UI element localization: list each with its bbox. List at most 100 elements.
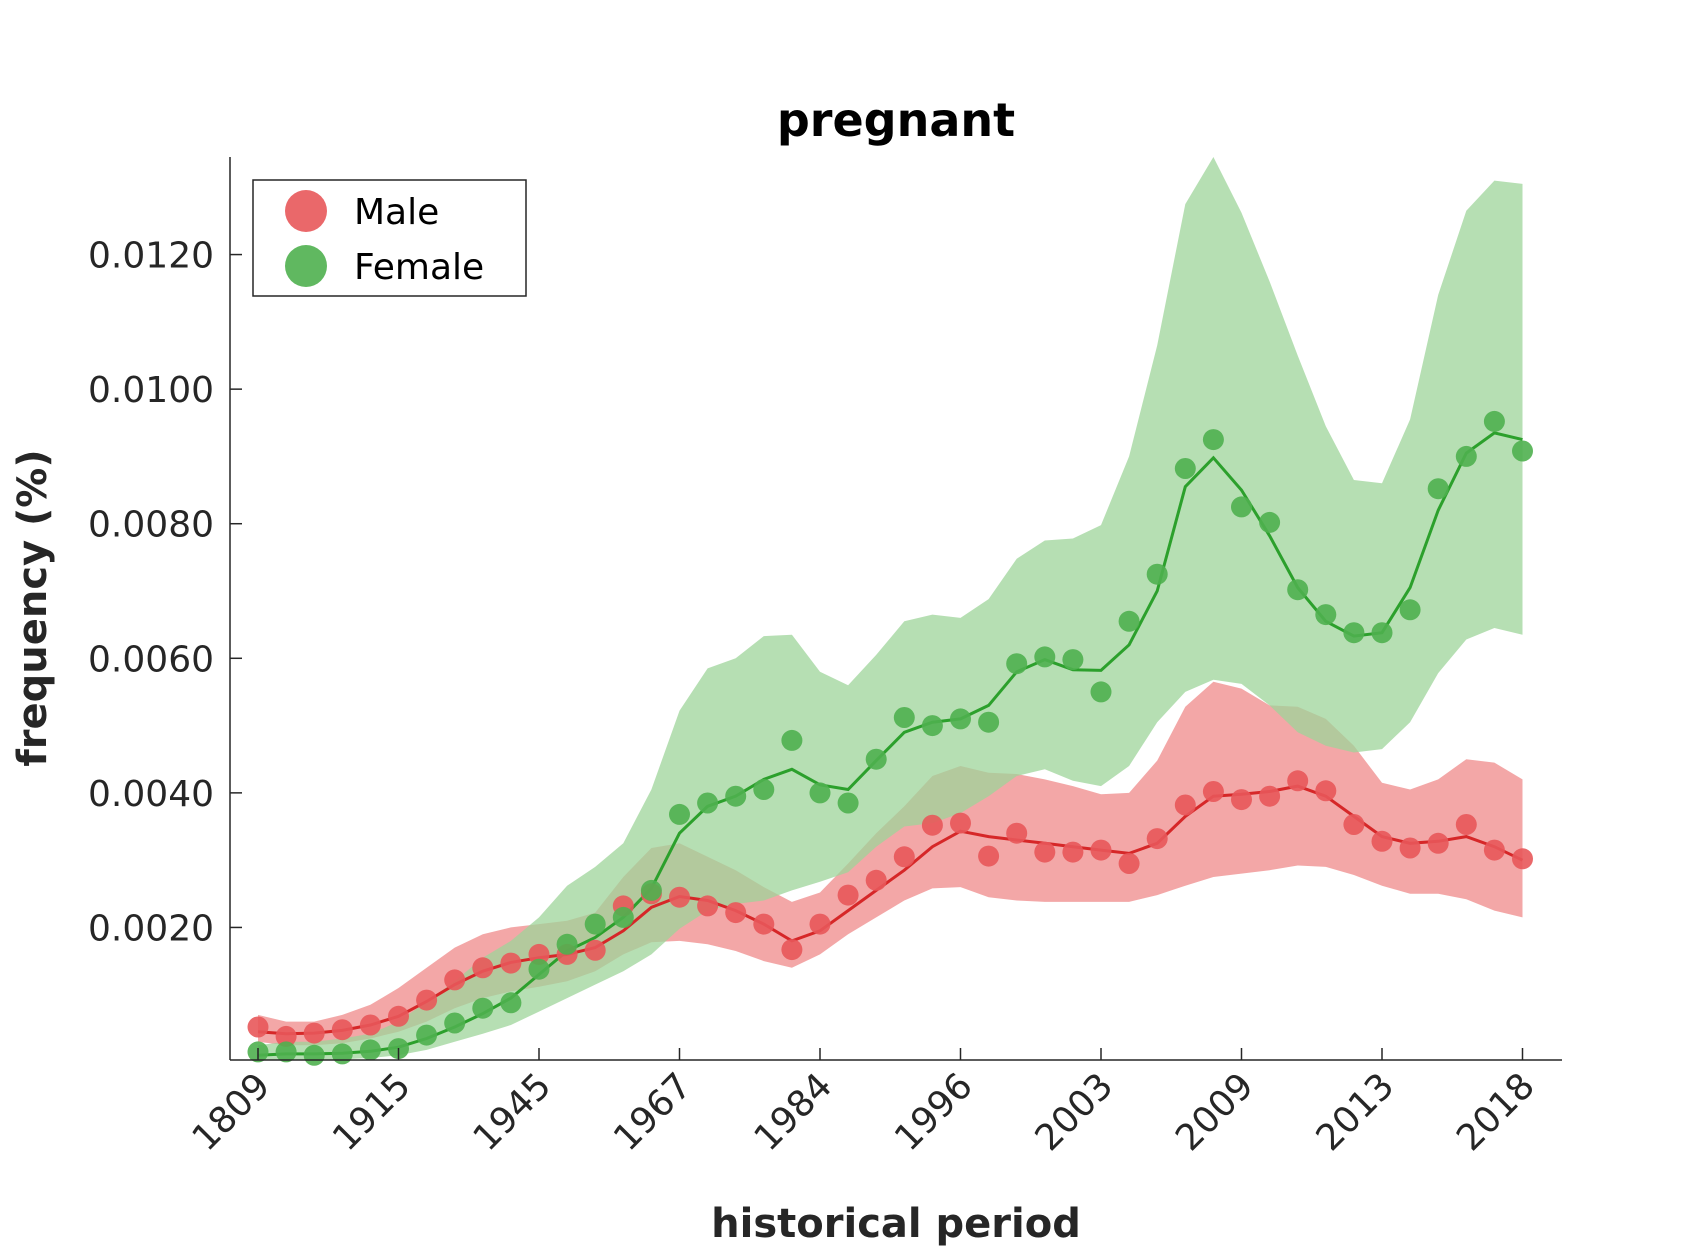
x-tick-label: 1945 (466, 1065, 560, 1159)
female-data-point (978, 711, 1000, 733)
axes (229, 157, 1562, 1061)
female-data-point (1371, 622, 1393, 644)
legend-marker-female (285, 245, 327, 287)
male-data-point (1118, 853, 1140, 874)
y-tick-label: 0.0080 (88, 505, 214, 546)
male-data-point (416, 989, 438, 1011)
male-data-point (1202, 781, 1224, 802)
female-data-point (1427, 478, 1449, 500)
y-tick-label: 0.0120 (88, 236, 214, 277)
male-data-point (893, 846, 915, 868)
female-data-point (359, 1039, 381, 1061)
male-data-point (1146, 828, 1168, 850)
chart-title: pregnant (777, 93, 1015, 147)
male-data-point (669, 886, 690, 908)
female-data-point (1512, 440, 1533, 462)
female-data-point (1315, 604, 1337, 626)
female-data-point (612, 906, 634, 928)
male-data-point (1455, 814, 1477, 835)
female-data-point (921, 715, 943, 737)
female-data-point (1231, 496, 1252, 518)
female-data-point (809, 782, 831, 804)
female-data-point (1259, 511, 1281, 533)
male-data-point (528, 943, 550, 965)
legend: Male Female (252, 179, 527, 297)
y-tick-label: 0.0060 (88, 639, 214, 680)
data-markers (247, 410, 1533, 1066)
female-confidence-band (258, 157, 1523, 1060)
female-data-point (584, 913, 606, 935)
male-data-point (444, 969, 466, 991)
female-data-point (1287, 579, 1309, 601)
smoothed-lines (257, 431, 1524, 1057)
male-data-point (837, 884, 859, 906)
male-data-point (865, 869, 887, 891)
x-tick-label: 1996 (887, 1065, 981, 1159)
female-data-point (753, 779, 775, 800)
x-tick-label: 2018 (1449, 1065, 1543, 1159)
x-tick-label: 2003 (1028, 1065, 1122, 1159)
female-data-point (640, 879, 662, 901)
female-data-point (697, 792, 719, 814)
female-data-point (331, 1043, 353, 1065)
male-data-point (1174, 794, 1196, 816)
female-data-point (1399, 599, 1421, 621)
male-data-point (584, 939, 606, 961)
female-data-point (1174, 458, 1196, 479)
female-data-point (444, 1012, 466, 1034)
y-ticks: 0.0020 0.0040 0.0060 0.0080 0.0100 0.0120 (88, 236, 242, 949)
female-data-point (725, 785, 747, 807)
female-data-point (1146, 563, 1168, 585)
male-data-point (950, 812, 971, 834)
female-data-point (556, 933, 578, 955)
male-data-point (388, 1005, 409, 1027)
female-data-point (1202, 429, 1224, 451)
female-data-point (1034, 646, 1056, 668)
female-data-point (1090, 681, 1112, 703)
legend-marker-male (285, 190, 327, 232)
male-data-point (1512, 848, 1533, 870)
male-data-point (303, 1022, 325, 1044)
female-data-point (416, 1024, 438, 1046)
x-tick-label: 1967 (606, 1065, 700, 1159)
male-data-point (331, 1019, 353, 1041)
female-data-point (1006, 653, 1028, 675)
female-data-point (781, 729, 803, 751)
male-data-point (359, 1014, 381, 1036)
female-data-point (1483, 410, 1505, 432)
male-data-point (247, 1016, 269, 1038)
x-tick-label: 2009 (1168, 1065, 1262, 1159)
female-data-point (893, 707, 915, 728)
male-data-point (1090, 839, 1112, 861)
female-data-point (1118, 610, 1140, 632)
legend-label-female: Female (354, 247, 484, 288)
female-data-point (472, 997, 494, 1019)
y-axis-title: frequency (%) (10, 449, 56, 766)
male-data-point (1343, 814, 1365, 835)
female-data-point (275, 1041, 297, 1063)
female-data-point (528, 958, 550, 980)
male-data-point (1399, 837, 1421, 859)
male-data-point (1427, 832, 1449, 854)
male-data-point (1483, 839, 1505, 861)
female-data-point (1343, 622, 1365, 644)
male-data-point (275, 1025, 297, 1047)
y-tick-label: 0.0040 (88, 774, 214, 815)
male-data-point (472, 957, 494, 979)
male-smoothed-line (257, 784, 1524, 1036)
x-tick-label: 1984 (747, 1065, 841, 1159)
x-tick-label: 1809 (185, 1065, 279, 1159)
x-ticks: 1809 1915 1945 1967 1984 1996 2003 2009 2013 2018 (185, 1048, 1543, 1159)
male-data-point (753, 913, 775, 935)
y-tick-label: 0.0020 (88, 908, 214, 949)
female-smoothed-line (257, 431, 1523, 1057)
y-tick-label: 0.0100 (88, 370, 214, 411)
male-data-point (1034, 841, 1056, 863)
legend-label-male: Male (354, 192, 439, 233)
male-data-point (921, 814, 943, 836)
female-data-point (950, 708, 971, 730)
male-data-point (725, 902, 747, 924)
male-data-point (1231, 789, 1252, 811)
male-data-point (781, 939, 803, 961)
